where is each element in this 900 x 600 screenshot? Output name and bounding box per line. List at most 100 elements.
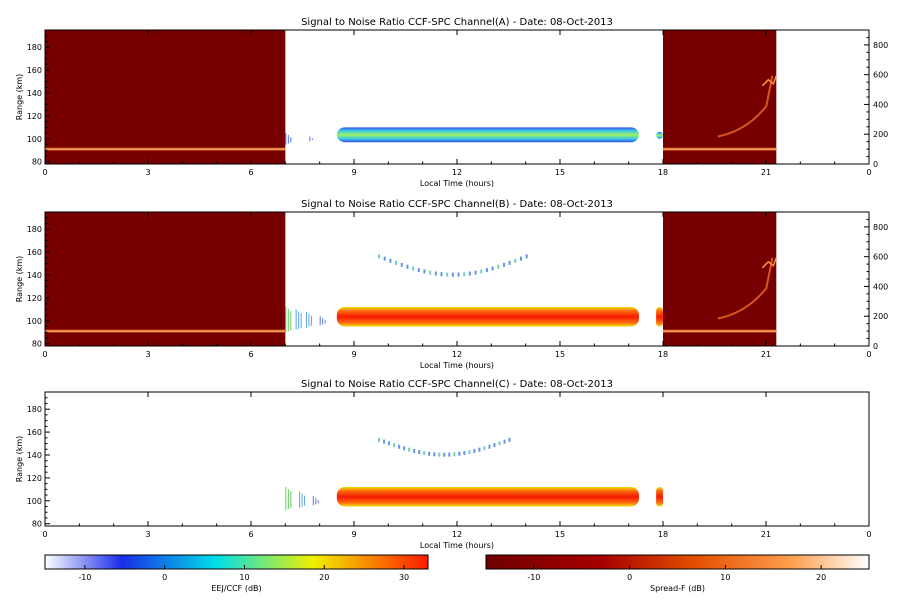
colorbar-tick-label: 10 — [239, 573, 249, 582]
upper-echo-speck — [448, 452, 451, 457]
panel-b: Signal to Noise Ratio CCF-SPC Channel(B)… — [15, 199, 888, 370]
x-tick-label: 15 — [555, 530, 565, 539]
eej-echo-main — [336, 487, 639, 507]
eej-scatter-streak — [311, 138, 313, 141]
colorbar-label: EEJ/CCF (dB) — [211, 584, 261, 593]
x-tick-label: 9 — [351, 168, 356, 177]
upper-echo-speck — [443, 452, 446, 457]
upper-echo-speck — [378, 254, 381, 259]
y-tick-label: 80 — [32, 158, 42, 167]
panel-a: Signal to Noise Ratio CCF-SPC Channel(A)… — [15, 17, 888, 188]
upper-echo-speck — [389, 258, 392, 263]
upper-echo-speck — [383, 256, 386, 261]
upper-echo-speck — [403, 446, 406, 451]
eej-scatter-streak — [309, 136, 311, 142]
x-tick-label: 9 — [351, 350, 356, 359]
x-tick-label: 0 — [42, 168, 47, 177]
y-tick-label: 80 — [32, 340, 42, 349]
eej-scatter-streak — [324, 320, 326, 324]
colorbar-gradient — [485, 554, 870, 570]
y2-tick-label: 200 — [873, 130, 888, 139]
upper-echo-speck — [418, 450, 421, 455]
x-tick-label: 12 — [452, 350, 462, 359]
eej-scatter-streak — [299, 491, 301, 508]
spread-f-block — [45, 30, 286, 164]
panel-c: Signal to Noise Ratio CCF-SPC Channel(C)… — [15, 379, 872, 550]
x-tick-label: 21 — [761, 350, 771, 359]
x-tick-label: 18 — [658, 168, 668, 177]
spread-f-plume — [717, 257, 774, 320]
x-tick-label: 6 — [248, 350, 253, 359]
eej-scatter-streak — [285, 307, 287, 333]
upper-echo-speck — [451, 272, 454, 277]
upper-echo-speck — [408, 447, 411, 452]
y-tick-label: 100 — [27, 497, 42, 506]
eej-scatter-streak — [312, 496, 314, 506]
upper-echo-speck — [433, 452, 436, 457]
colorbar-tick-label: 20 — [319, 573, 329, 582]
upper-echo-speck — [388, 441, 391, 446]
y-tick-label: 160 — [27, 66, 42, 75]
y-axis-label: Range (km) — [15, 256, 24, 303]
y-tick-label: 140 — [27, 89, 42, 98]
upper-echo-speck — [474, 270, 477, 275]
colorbar-spread-f: -10 0 10 20 Spread-F (dB) — [485, 554, 870, 593]
y-tick-label: 180 — [27, 225, 42, 234]
upper-echo-speck — [519, 256, 522, 261]
x-tick-label: 0 — [866, 530, 871, 539]
spread-f-layer-core — [663, 148, 777, 150]
upper-echo-speck — [483, 446, 486, 451]
eej-scatter-streak — [290, 137, 292, 143]
y-axis-label: Range (km) — [15, 436, 24, 483]
eej-scatter-streak — [287, 135, 289, 144]
eej-scatter-streak — [322, 318, 324, 325]
upper-echo-speck — [457, 272, 460, 277]
upper-echo-speck — [383, 439, 386, 444]
y2-tick-label: 800 — [873, 41, 888, 50]
colorbar-gradient — [44, 554, 429, 570]
x-tick-label: 0 — [42, 350, 47, 359]
upper-echo-speck — [485, 268, 488, 273]
upper-echo-speck — [406, 264, 409, 269]
colorbar-tick-label: 10 — [720, 573, 730, 582]
upper-echo-speck — [438, 452, 441, 457]
x-tick-label: 0 — [866, 350, 871, 359]
upper-echo-speck — [446, 272, 449, 277]
y2-tick-label: 0 — [873, 160, 878, 169]
eej-scatter-streak — [285, 133, 287, 145]
spread-f-plume — [717, 75, 774, 138]
upper-echo-speck — [508, 437, 511, 442]
upper-echo-speck — [434, 271, 437, 276]
eej-echo-secondary — [656, 131, 663, 139]
upper-echo-speck — [423, 269, 426, 274]
y-tick-label: 80 — [32, 520, 42, 529]
spread-f-plume-detail — [761, 257, 778, 269]
eej-scatter-streak — [304, 495, 306, 506]
y2-tick-label: 200 — [873, 312, 888, 321]
x-tick-label: 3 — [145, 530, 150, 539]
spread-f-block — [663, 212, 777, 346]
upper-echo-speck — [491, 266, 494, 271]
x-tick-label: 6 — [248, 168, 253, 177]
y-tick-label: 180 — [27, 405, 42, 414]
eej-echo-main — [336, 127, 639, 143]
upper-echo-speck — [393, 443, 396, 448]
upper-echo-speck — [417, 268, 420, 273]
x-tick-label: 18 — [658, 350, 668, 359]
upper-echo-speck — [514, 258, 517, 263]
x-tick-label: 21 — [761, 530, 771, 539]
x-tick-label: 9 — [351, 530, 356, 539]
y-tick-label: 120 — [27, 112, 42, 121]
upper-echo-speck — [497, 264, 500, 269]
panel-title: Signal to Noise Ratio CCF-SPC Channel(B)… — [301, 199, 613, 210]
y2-tick-label: 600 — [873, 71, 888, 80]
upper-echo-speck — [463, 450, 466, 455]
x-tick-label: 15 — [555, 350, 565, 359]
upper-echo-speck — [423, 450, 426, 455]
y-tick-label: 160 — [27, 248, 42, 257]
eej-scatter-streak — [319, 316, 321, 326]
y-tick-label: 160 — [27, 428, 42, 437]
upper-echo-speck — [453, 452, 456, 457]
spread-f-plume-detail — [761, 75, 778, 87]
eej-scatter-streak — [287, 489, 289, 509]
